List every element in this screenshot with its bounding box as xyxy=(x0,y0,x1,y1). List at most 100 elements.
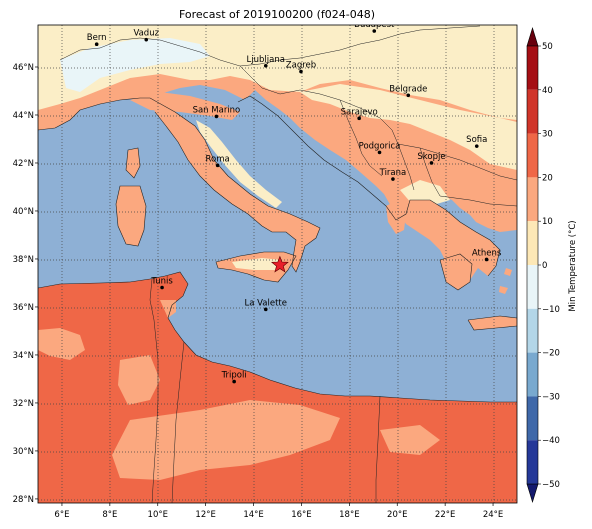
city-label: Vaduz xyxy=(133,29,159,39)
italy-land xyxy=(150,98,320,272)
africa-cool-patch xyxy=(380,425,440,455)
colorbar-tick-label: −40 xyxy=(542,436,560,446)
alps-cold-patch xyxy=(60,38,210,92)
map-title: Forecast of 2019100200 (f024-048) xyxy=(179,8,375,21)
city-dot xyxy=(232,379,236,384)
x-tick-label: 20°E xyxy=(387,510,407,520)
city-label: Podgorica xyxy=(359,141,401,151)
city-label: Budapest xyxy=(354,20,395,30)
y-tick-label: 42°N xyxy=(13,159,34,169)
city-label: Sofia xyxy=(466,135,487,145)
city-dot xyxy=(94,42,99,46)
peloponnese xyxy=(440,254,472,290)
city-label: Belgrade xyxy=(389,84,427,94)
colorbar-segment xyxy=(527,177,538,222)
corsica xyxy=(126,148,140,178)
city-label: Athens xyxy=(472,248,502,258)
y-tick-label: 36°N xyxy=(13,303,34,313)
city-dot xyxy=(215,163,220,168)
x-tick-label: 6°E xyxy=(54,510,69,520)
aegean-island xyxy=(504,268,512,276)
crete xyxy=(468,316,517,330)
city-dot xyxy=(263,63,268,68)
colorbar-tick-label: 50 xyxy=(542,42,553,52)
y-tick-label: 28°N xyxy=(13,495,34,505)
colorbar-segment xyxy=(527,221,538,265)
city-dot xyxy=(484,257,489,262)
city-label: Zagreb xyxy=(286,61,316,71)
colorbar-bottom-arrow xyxy=(526,483,539,504)
adriatic-sea xyxy=(238,96,396,226)
map-frame xyxy=(37,24,518,504)
graticule xyxy=(38,25,517,503)
ionian-coast xyxy=(386,200,406,234)
colorbar-tick-label: −10 xyxy=(542,305,560,315)
colorbar-tick-label: 10 xyxy=(542,217,553,227)
balkans-cool-2 xyxy=(400,180,450,206)
aegean-island xyxy=(499,286,508,294)
city-dot xyxy=(144,37,149,42)
city-dot xyxy=(263,307,268,312)
event-star-marker xyxy=(271,255,289,273)
city-dot xyxy=(357,116,361,121)
colorbar-segment xyxy=(527,440,538,484)
po-valley xyxy=(130,92,240,120)
x-axis-ticks: 6°E 8°E 10°E 12°E 14°E 16°E 18°E 20°E 22°E 24°E xyxy=(54,503,503,520)
colorbar-segment xyxy=(527,352,538,397)
africa-cool-patch xyxy=(38,328,85,360)
city-label: Tirana xyxy=(379,168,407,178)
y-tick-label: 34°N xyxy=(13,351,34,361)
city-label: Sarajevo xyxy=(341,107,378,117)
greece-land xyxy=(395,200,500,288)
y-tick-label: 46°N xyxy=(13,63,34,73)
city-dot xyxy=(474,144,479,148)
city-label: Ljubljana xyxy=(247,55,285,65)
colorbar-tick-label: 0 xyxy=(542,261,547,271)
x-tick-label: 22°E xyxy=(435,510,455,520)
x-tick-label: 24°E xyxy=(483,510,503,520)
city-label: Skopje xyxy=(417,152,445,162)
city-label: Tripoli xyxy=(221,371,247,381)
city-dot xyxy=(160,285,164,290)
city-label: Roma xyxy=(206,154,230,164)
city-dot xyxy=(377,150,382,155)
sardinia xyxy=(116,186,146,246)
y-axis-ticks: 46°N 44°N 42°N 40°N 38°N 36°N 34°N 32°N 30°N 28°N xyxy=(13,63,38,505)
sicily-cool xyxy=(232,258,282,270)
colorbar-segment xyxy=(527,308,538,353)
x-tick-label: 8°E xyxy=(102,510,117,520)
x-tick-label: 14°E xyxy=(243,510,263,520)
x-tick-label: 16°E xyxy=(291,510,311,520)
city-label: La Valette xyxy=(245,298,288,308)
city-label: San Marino xyxy=(193,105,241,115)
colorbar-segment xyxy=(527,396,538,441)
y-tick-label: 38°N xyxy=(13,255,34,265)
colorbar-tick-label: −20 xyxy=(542,349,560,359)
colorbar-tick-label: 30 xyxy=(542,130,553,140)
colorbar-segment xyxy=(527,46,538,90)
colorbar-top-arrow xyxy=(526,26,539,47)
colorbar-tick-label: −30 xyxy=(542,392,560,402)
colorbar-segment xyxy=(527,133,538,178)
city-dot xyxy=(299,69,303,74)
city-dot xyxy=(406,93,411,98)
city-label: Tunis xyxy=(150,277,173,287)
coastlines xyxy=(38,95,517,403)
y-tick-label: 44°N xyxy=(13,111,34,121)
y-tick-label: 30°N xyxy=(13,447,34,457)
colorbar-segment xyxy=(527,265,538,309)
x-tick-label: 12°E xyxy=(195,510,215,520)
borders xyxy=(59,25,517,503)
colorbar-tick-label: 40 xyxy=(542,86,553,96)
colorbar: 50 40 30 20 10 0 −10 −20 −30 −40 −50 xyxy=(526,26,560,504)
y-tick-label: 40°N xyxy=(13,207,34,217)
city-dot xyxy=(372,29,377,33)
colorbar-tick-label: −50 xyxy=(542,480,560,490)
city-label: Bern xyxy=(87,33,107,43)
africa-cool-patch xyxy=(112,400,340,480)
city-dot xyxy=(214,114,219,119)
x-tick-label: 18°E xyxy=(339,510,359,520)
city-dot xyxy=(391,177,395,181)
